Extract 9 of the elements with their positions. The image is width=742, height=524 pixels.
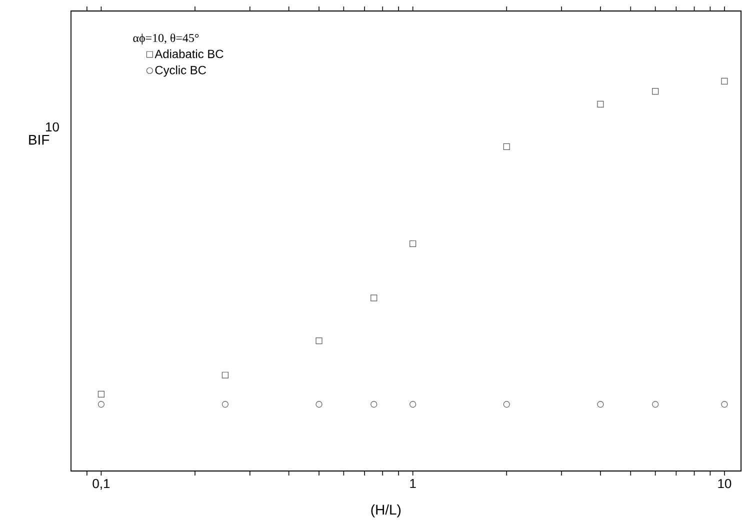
x-axis-title: (H/L) (371, 504, 401, 518)
text: 10 (46, 122, 59, 132)
x-tick-label: 10 (718, 479, 732, 488)
x-tick-label: 1 (410, 479, 416, 488)
legend-label: Cyclic BC (155, 66, 206, 77)
legend-title: αϕ=10, θ=45° (133, 34, 199, 44)
x-tick-label: 0,1 (92, 479, 110, 490)
y-axis-title: BIF (29, 135, 50, 145)
legend-label: Adiabatic BC (154, 49, 224, 58)
